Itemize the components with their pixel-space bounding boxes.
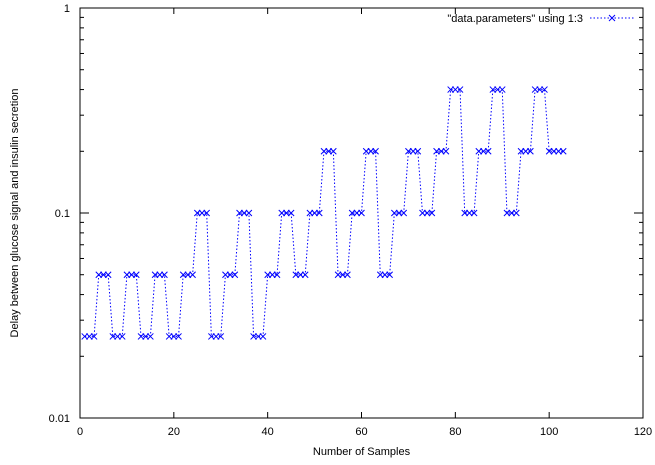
data-point	[372, 147, 379, 155]
data-point	[344, 271, 351, 279]
data-point	[559, 147, 567, 155]
data-point	[104, 271, 112, 279]
legend-label: "data.parameters" using 1:3	[447, 13, 583, 25]
data-point	[329, 147, 337, 155]
data-point	[161, 271, 168, 279]
data-point	[414, 147, 422, 155]
data-point	[259, 333, 267, 340]
data-point	[358, 209, 365, 217]
data-point	[470, 209, 478, 217]
data-point	[386, 271, 394, 279]
data-point	[498, 86, 506, 93]
data-point	[527, 147, 534, 155]
data-point	[132, 271, 140, 279]
x-tick-label: 60	[355, 426, 367, 438]
legend: "data.parameters" using 1:3	[447, 13, 634, 25]
data-point	[512, 209, 520, 217]
data-point	[203, 209, 211, 217]
data-point	[442, 147, 450, 155]
data-point	[90, 333, 98, 340]
data-point	[147, 333, 154, 340]
legend-marker	[608, 14, 616, 22]
x-axis-label: Number of Samples	[313, 446, 411, 458]
data-point	[456, 86, 464, 93]
data-point	[315, 209, 323, 217]
x-tick-label: 0	[77, 426, 83, 438]
y-tick-label: 0.1	[55, 208, 70, 220]
data-point	[400, 209, 408, 217]
data-point	[217, 333, 225, 340]
axis-ticks: 0 20 40 60 80 100 120 0.01 0.1 1	[49, 3, 653, 438]
x-tick-label: 80	[449, 426, 461, 438]
data-point	[287, 209, 295, 217]
data-point	[231, 271, 239, 279]
y-tick-label: 1	[64, 3, 70, 15]
x-tick-label: 100	[540, 426, 558, 438]
series-line	[84, 89, 564, 337]
series-layer	[81, 86, 567, 340]
x-tick-label: 20	[168, 426, 180, 438]
x-tick-label: 40	[262, 426, 274, 438]
data-point	[484, 147, 492, 155]
x-tick-label: 120	[634, 426, 652, 438]
y-tick-label: 0.01	[49, 413, 70, 425]
data-point	[245, 209, 253, 217]
data-point	[301, 271, 309, 279]
data-point	[118, 333, 126, 340]
data-point	[428, 209, 436, 217]
data-point	[175, 333, 182, 340]
data-point	[189, 271, 196, 279]
legend-x-marker	[608, 14, 616, 22]
data-point	[541, 86, 548, 93]
data-point	[273, 271, 281, 279]
y-axis-label: Delay between glucose signal and insulin…	[9, 89, 21, 338]
series-markers	[81, 86, 567, 340]
